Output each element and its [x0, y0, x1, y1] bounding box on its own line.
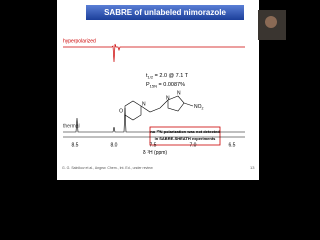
citation: G. G. Salnikov et al., Angew. Chem., Int… [62, 166, 153, 170]
x-tick-label: 7.0 [190, 142, 197, 148]
title-bar [86, 5, 244, 20]
page-number: 13 [250, 165, 255, 170]
note-line: no 15N polarization was not detected [150, 129, 220, 134]
x-tick-label: 6.5 [229, 142, 236, 148]
atom-n: N [177, 90, 181, 96]
thermal-label: thermal [63, 123, 80, 129]
atom-n: N [166, 95, 170, 101]
page: SABRE of unlabeled nimorazole hyperpolar… [57, 0, 286, 180]
webcam-face [265, 16, 277, 28]
x-ticks: 8.5 8.0 7.5 7.0 6.5 [72, 142, 236, 148]
note-box [149, 126, 221, 146]
hyper-spectrum [63, 43, 245, 63]
x-axis-label: δ 1H (ppm) [143, 149, 168, 156]
t-half: t1/2 = 2.0 @ 7.1 T [146, 73, 189, 79]
atom-o: O [119, 108, 123, 114]
polarization: P15N = 0.0087% [146, 82, 185, 88]
atom-n: N [142, 101, 146, 107]
x-tick-label: 8.0 [111, 142, 118, 148]
title: SABRE of unlabeled nimorazole [104, 8, 226, 17]
note-line: in SABRE-SHEATH experiments [155, 136, 217, 141]
screen: SABRE of unlabeled nimorazole hyperpolar… [57, 0, 286, 180]
hyper-label: hyperpolarized [63, 38, 96, 44]
x-tick-label: 8.5 [72, 142, 79, 148]
x-tick-label: 7.5 [150, 142, 157, 148]
nitro-group: NO2 [194, 104, 204, 110]
slide [57, 0, 259, 180]
thermal-spectrum [63, 107, 245, 133]
